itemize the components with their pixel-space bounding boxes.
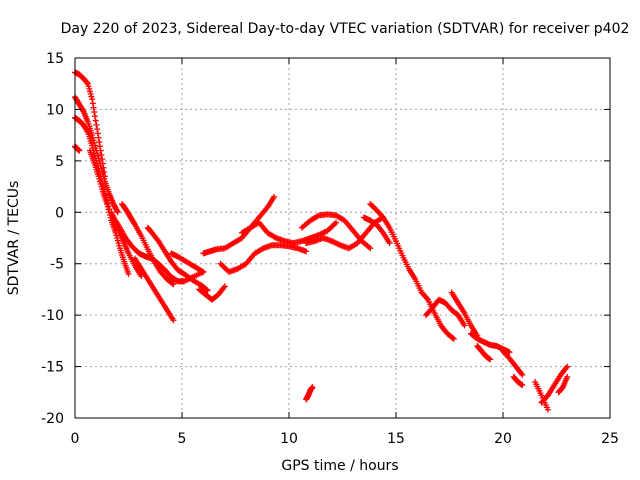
data-point (461, 322, 468, 329)
data-point (90, 104, 97, 111)
y-tick-label: -20 (41, 411, 64, 427)
x-tick-label: 0 (71, 431, 80, 447)
data-point (96, 139, 103, 145)
data-point (84, 127, 91, 134)
data-point (200, 268, 207, 275)
data-point (386, 240, 393, 247)
data-point (91, 109, 98, 115)
series-trace-27 (510, 373, 526, 389)
series-trace-8 (110, 214, 207, 285)
data-point (170, 281, 177, 288)
data-point (564, 363, 571, 370)
x-tick-label: 20 (494, 431, 512, 447)
data-point (506, 349, 513, 356)
x-tick-label: 5 (178, 431, 187, 447)
series-trace-9 (144, 224, 211, 294)
data-point (333, 219, 340, 226)
data-point (93, 121, 100, 128)
series-trace-19 (360, 214, 393, 247)
data-point (131, 220, 138, 227)
data-point (114, 209, 121, 216)
data-points (72, 69, 571, 413)
data-point (303, 248, 310, 255)
series-trace-30 (555, 373, 571, 396)
data-point (95, 134, 102, 141)
data-point (169, 280, 176, 287)
data-point (92, 117, 99, 124)
data-point (309, 384, 316, 391)
series-trace-14 (217, 242, 310, 275)
y-tick-label: 5 (55, 154, 64, 170)
y-tick-label: -5 (50, 257, 64, 273)
data-point (91, 113, 98, 120)
series-trace-26 (500, 348, 526, 378)
series-trace-29 (532, 379, 551, 413)
series-trace-11 (168, 250, 207, 275)
data-point (125, 271, 132, 277)
data-point (105, 206, 112, 213)
series-trace-13 (200, 193, 278, 257)
data-point (89, 96, 96, 103)
data-point (519, 371, 526, 378)
series-trace-23 (448, 289, 481, 339)
y-tick-label: 0 (55, 205, 64, 221)
x-tick-label: 25 (601, 431, 619, 447)
data-point (544, 406, 551, 413)
series-trace-21 (418, 289, 457, 342)
data-point (424, 295, 431, 302)
data-point (204, 287, 211, 294)
data-point (170, 317, 177, 324)
series-trace-16 (298, 211, 374, 252)
series-trace-5 (86, 147, 132, 277)
data-point (449, 334, 456, 341)
data-point (84, 79, 91, 86)
data-point (203, 286, 210, 293)
plot-frame (74, 57, 611, 419)
series-trace-15 (238, 219, 340, 247)
data-point (367, 245, 374, 252)
x-axis-label: GPS time / hours (281, 458, 398, 474)
series-trace-10 (131, 255, 177, 324)
series-trace-22 (422, 296, 468, 329)
y-tick-label: -10 (41, 308, 64, 324)
series-trace-12 (196, 283, 228, 303)
data-point (221, 283, 228, 290)
series-trace-18 (367, 201, 425, 296)
data-point (96, 143, 103, 150)
data-point (450, 335, 457, 342)
y-tick-label: 10 (46, 102, 64, 118)
y-tick-label: 15 (46, 51, 64, 67)
data-point (89, 100, 96, 107)
x-tick-label: 10 (280, 431, 298, 447)
data-point (94, 126, 101, 133)
series-trace-17 (303, 214, 387, 252)
series-trace-4 (72, 143, 83, 154)
grid-lines (75, 58, 610, 418)
series-trace-25 (474, 343, 494, 363)
ticks: 0 5 10 15 20 25 -20 -15 -10 -5 0 5 10 15 (41, 51, 619, 447)
data-point (519, 382, 526, 389)
data-point (564, 373, 571, 380)
data-point (98, 151, 105, 158)
x-tick-label: 15 (387, 431, 405, 447)
data-point (76, 147, 83, 154)
chart-title: Day 220 of 2023, Sidereal Day-to-day VTE… (61, 21, 630, 37)
data-point (271, 193, 278, 200)
y-axis-label: SDTVAR / TECUs (6, 181, 22, 296)
data-point (94, 130, 101, 137)
y-tick-label: -15 (41, 360, 64, 376)
data-point (104, 203, 111, 210)
data-point (104, 201, 111, 208)
data-point (487, 356, 494, 363)
series-trace-20 (303, 384, 316, 403)
series-trace-1 (72, 69, 108, 180)
